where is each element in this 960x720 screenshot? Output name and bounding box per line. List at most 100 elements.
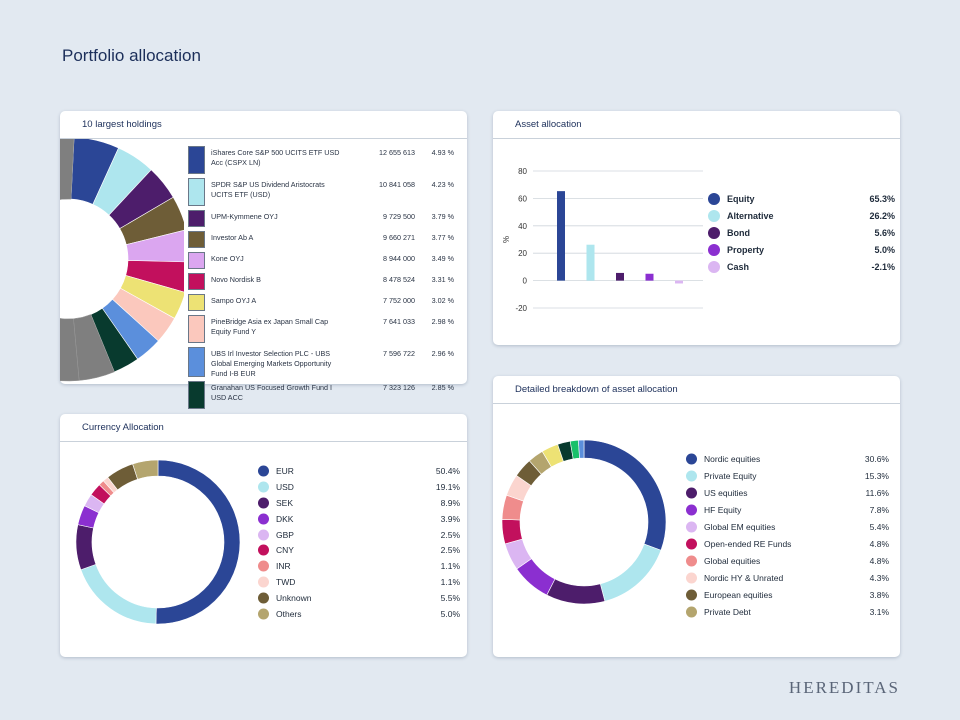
breakdown-legend-marker-private-equity (686, 470, 697, 482)
breakdown-segment-nordic-equities (583, 439, 667, 551)
currency-legend-value-unknown: 5.5% (440, 593, 460, 604)
currency-legend-label-others: Others (276, 608, 302, 619)
holding-swatch-kone-oyj (188, 252, 205, 269)
holding-percent-sampo-oyj-a: 3.02 % (431, 296, 454, 305)
holding-name-ubs-irl-investor-selection-plc-ubs-globa: UBS Irl Investor Selection PLC - UBS Glo… (211, 349, 332, 378)
asset-legend-label-bond: Bond (727, 227, 750, 238)
holdings-table: iShares Core S&P 500 UCITS ETF USD Acc (… (188, 144, 458, 449)
asset-bar-alternative (586, 244, 595, 281)
holding-percent-granahan-us-focused-growth-fund-i-usd-ac: 2.85 % (431, 383, 454, 392)
holding-percent-ishares-core-s-p-500-ucits-etf-usd-acc-c: 4.93 % (431, 148, 454, 157)
asset-ytick-minus-20: -20 (515, 304, 527, 313)
asset-legend-value-property: 5.0% (874, 245, 895, 256)
breakdown-legend-value-private-equity: 15.3% (864, 470, 889, 481)
holding-row-investor-ab-a: Investor Ab A 9 660 271 3.77 % (188, 229, 458, 250)
holding-row-spdr-s-p-us-dividend-aristocrats-ucits-e: SPDR S&P US Dividend Aristocrats UCITS E… (188, 176, 458, 208)
holdings-rest-slice-11 (60, 139, 75, 200)
breakdown-legend-value-european-equities: 3.8% (869, 590, 889, 601)
currency-legend-marker-usd (258, 481, 269, 493)
breakdown-legend-value-nordic-hy-unrated: 4.3% (869, 573, 889, 584)
currency-allocation-card: Currency Allocation EUR 50.4% USD 19.1% SEK 8… (60, 414, 467, 657)
asset-ytick-20: 20 (518, 249, 527, 258)
holding-percent-pinebridge-asia-ex-japan-small-cap-equit: 2.98 % (431, 317, 454, 326)
breakdown-legend-label-us-equities: US equities (704, 487, 748, 498)
currency-legend-value-eur: 50.4% (435, 465, 460, 476)
currency-legend-value-twd: 1.1% (440, 577, 460, 588)
holding-name-novo-nordisk-b: Novo Nordisk B (211, 275, 261, 284)
holding-row-kone-oyj: Kone OYJ 8 944 000 3.49 % (188, 250, 458, 271)
brand-logo: HEREDITAS (788, 678, 900, 697)
currency-legend-label-gbp: GBP (276, 529, 294, 540)
asset-bar-equity (557, 191, 565, 281)
holding-percent-novo-nordisk-b: 3.31 % (431, 275, 454, 284)
breakdown-legend-marker-european-equities (686, 589, 697, 601)
breakdown-segment-open-ended-re-funds (501, 519, 523, 545)
breakdown-legend-label-private-equity: Private Equity (704, 470, 757, 481)
currency-legend-value-cny: 2.5% (440, 545, 460, 556)
breakdown-legend-item-us-equities: US equities 11.6% (686, 484, 889, 501)
breakdown-legend-item-european-equities: European equities 3.8% (686, 587, 889, 604)
currency-segment-usd (80, 563, 157, 625)
breakdown-legend-item-global-em-equities: Global EM equities 5.4% (686, 518, 889, 535)
asset-legend-marker-cash (708, 261, 720, 274)
holding-row-pinebridge-asia-ex-japan-small-cap-equit: PineBridge Asia ex Japan Small Cap Equit… (188, 313, 458, 345)
breakdown-divider (493, 403, 900, 404)
currency-legend-label-cny: CNY (276, 545, 294, 556)
currency-segment-eur (155, 459, 241, 625)
asset-legend-marker-alternative (708, 209, 720, 222)
breakdown-legend-item-private-equity: Private Equity 15.3% (686, 467, 889, 484)
asset-legend-item-cash: Cash -2.1% (708, 259, 895, 276)
currency-legend-value-usd: 19.1% (435, 481, 460, 492)
breakdown-segment-private-equity (599, 543, 662, 602)
currency-legend-item-usd: USD 19.1% (258, 479, 460, 495)
holding-percent-spdr-s-p-us-dividend-aristocrats-ucits-e: 4.23 % (431, 180, 454, 189)
holding-swatch-novo-nordisk-b (188, 273, 205, 290)
breakdown-legend-item-open-ended-re-funds: Open-ended RE Funds 4.8% (686, 535, 889, 552)
asset-ytick-60: 60 (518, 194, 527, 203)
holding-name-upm-kymmene-oyj: UPM-Kymmene OYJ (211, 212, 278, 221)
holding-swatch-ishares-core-s-p-500-ucits-etf-usd-acc-c (188, 146, 205, 174)
holdings-rest-slice-1 (60, 318, 80, 382)
holding-name-kone-oyj: Kone OYJ (211, 254, 244, 263)
currency-legend-marker-twd (258, 576, 269, 588)
currency-legend-marker-sek (258, 497, 269, 509)
breakdown-segment-other-3 (578, 439, 585, 459)
breakdown-legend: Nordic equities 30.6% Private Equity 15.3% U… (686, 450, 889, 621)
breakdown-legend-item-nordic-hy-unrated: Nordic HY & Unrated 4.3% (686, 570, 889, 587)
asset-allocation-title: Asset allocation (515, 119, 582, 130)
breakdown-legend-value-global-em-equities: 5.4% (869, 521, 889, 532)
holding-percent-ubs-irl-investor-selection-plc-ubs-globa: 2.96 % (431, 349, 454, 358)
currency-legend-marker-dkk (258, 513, 269, 525)
breakdown-legend-label-hf-equity: HF Equity (704, 504, 742, 515)
asset-ytick-80: 80 (518, 167, 527, 176)
asset-legend-item-property: Property 5.0% (708, 242, 895, 259)
currency-segment-sek (75, 524, 97, 571)
holding-value-spdr-s-p-us-dividend-aristocrats-ucits-e: 10 841 058 (379, 180, 415, 189)
holding-percent-investor-ab-a: 3.77 % (431, 233, 454, 242)
holdings-donut-chart (60, 139, 184, 382)
holding-name-sampo-oyj-a: Sampo OYJ A (211, 296, 257, 305)
holding-row-granahan-us-focused-growth-fund-i-usd-ac: Granahan US Focused Growth Fund I USD AC… (188, 379, 458, 411)
asset-legend-label-equity: Equity (727, 193, 755, 204)
breakdown-card: Detailed breakdown of asset allocation N… (493, 376, 900, 657)
holdings-card: 10 largest holdings iShares Core S&P 500… (60, 111, 467, 444)
breakdown-legend-item-nordic-equities: Nordic equities 30.6% (686, 450, 889, 467)
currency-donut-chart (75, 459, 241, 625)
asset-allocation-card: Asset allocation 80 60 40 20 0 -20% Equity 65.… (493, 111, 900, 345)
asset-bar-property (645, 273, 654, 281)
asset-legend-value-equity: 65.3% (869, 193, 895, 204)
currency-allocation-divider (60, 441, 467, 442)
currency-legend-item-dkk: DKK 3.9% (258, 511, 460, 527)
holding-value-novo-nordisk-b: 8 478 524 (383, 275, 415, 284)
holding-percent-upm-kymmene-oyj: 3.79 % (431, 212, 454, 221)
currency-legend-item-gbp: GBP 2.5% (258, 527, 460, 543)
asset-allocation-divider (493, 138, 900, 139)
asset-allocation-bar-chart: 80 60 40 20 0 -20% (501, 167, 703, 313)
currency-legend-value-gbp: 2.5% (440, 529, 460, 540)
currency-legend-item-inr: INR 1.1% (258, 558, 460, 574)
page-title: Portfolio allocation (62, 46, 201, 65)
holding-row-ubs-irl-investor-selection-plc-ubs-globa: UBS Irl Investor Selection PLC - UBS Glo… (188, 345, 458, 379)
holding-row-ishares-core-s-p-500-ucits-etf-usd-acc-c: iShares Core S&P 500 UCITS ETF USD Acc (… (188, 144, 458, 176)
currency-legend-marker-gbp (258, 529, 269, 540)
holding-row-sampo-oyj-a: Sampo OYJ A 7 752 000 3.02 % (188, 292, 458, 313)
